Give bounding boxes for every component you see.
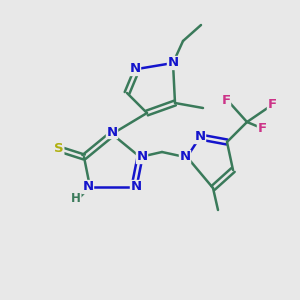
Text: H: H bbox=[71, 193, 81, 206]
Text: N: N bbox=[179, 151, 191, 164]
Text: N: N bbox=[82, 181, 94, 194]
Text: N: N bbox=[106, 125, 118, 139]
Text: F: F bbox=[257, 122, 267, 136]
Text: N: N bbox=[129, 62, 141, 76]
Text: S: S bbox=[54, 142, 64, 155]
Text: N: N bbox=[167, 56, 178, 70]
Text: F: F bbox=[267, 98, 277, 112]
Text: N: N bbox=[194, 130, 206, 143]
Text: N: N bbox=[136, 151, 148, 164]
Text: N: N bbox=[130, 181, 142, 194]
Text: F: F bbox=[221, 94, 231, 106]
